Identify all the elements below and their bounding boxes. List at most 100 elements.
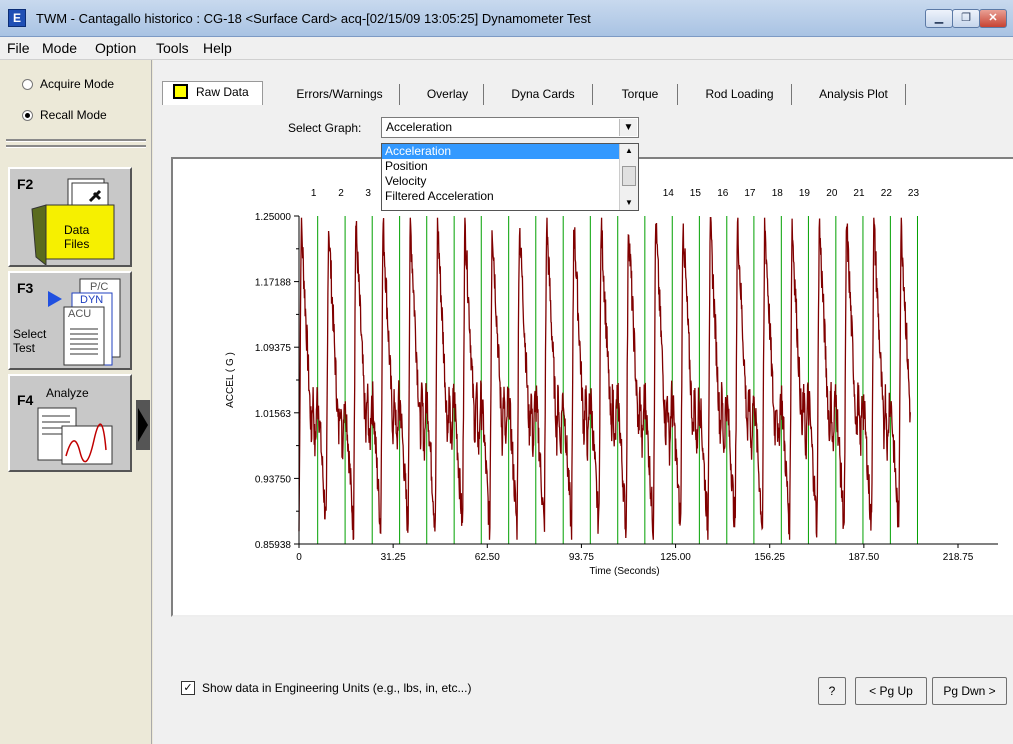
tab-errors-warnings-label: Errors/Warnings (296, 87, 383, 101)
y-tick-label: 0.85938 (255, 540, 292, 551)
select-graph-options[interactable]: Acceleration Position Velocity Filtered … (381, 143, 639, 211)
analyze-icon (37, 407, 113, 465)
title-bar: E TWM - Cantagallo historico : CG-18 <Su… (0, 0, 1013, 37)
stroke-number-label: 1 (311, 188, 317, 199)
checkbox-checked-icon[interactable]: ✓ (181, 681, 195, 695)
tab-torque[interactable]: Torque (603, 84, 678, 105)
stroke-number-label: 23 (908, 188, 920, 199)
stroke-number-label: 20 (826, 188, 838, 199)
engineering-units-label: Show data in Engineering Units (e.g., lb… (202, 681, 472, 695)
y-tick-label: 1.09375 (255, 343, 292, 354)
x-tick-label: 0 (296, 552, 302, 563)
radio-icon (22, 78, 33, 90)
divider (6, 145, 146, 148)
acquire-mode-label: Acquire Mode (40, 77, 115, 91)
menu-option[interactable]: Option (95, 40, 137, 56)
y-tick-label: 1.25000 (255, 212, 292, 223)
select-graph-value: Acceleration (386, 120, 453, 134)
divider (6, 139, 146, 142)
menu-help[interactable]: Help (203, 40, 232, 56)
acceleration-series-line (298, 217, 911, 541)
select-test-label-line2: Test (13, 341, 36, 355)
y-tick-label: 1.01563 (255, 409, 292, 420)
stroke-number-label: 17 (744, 188, 756, 199)
y-tick-label: 1.17188 (255, 278, 292, 289)
window-title: TWM - Cantagallo historico : CG-18 <Surf… (36, 11, 591, 26)
select-graph-label: Select Graph: (288, 121, 362, 135)
stroke-number-label: 21 (853, 188, 865, 199)
data-files-icon (31, 178, 115, 265)
tab-raw-data[interactable]: Raw Data (162, 81, 263, 105)
scroll-up-icon[interactable]: ▲ (625, 146, 633, 155)
option-acceleration[interactable]: Acceleration (382, 144, 619, 159)
app-icon: E (8, 9, 26, 27)
x-tick-label: 62.50 (475, 552, 500, 563)
page-up-button[interactable]: < Pg Up (855, 677, 927, 705)
tab-errors-warnings[interactable]: Errors/Warnings (280, 84, 400, 105)
tab-analysis-plot[interactable]: Analysis Plot (802, 84, 906, 105)
recall-mode-label: Recall Mode (40, 108, 107, 122)
tab-raw-data-label: Raw Data (196, 85, 249, 99)
menu-mode[interactable]: Mode (42, 40, 78, 56)
analyze-button[interactable]: F4 Analyze (8, 374, 132, 472)
x-axis-label: Time (Seconds) (589, 566, 659, 577)
data-files-label-line2: Files (64, 237, 90, 251)
menu-file[interactable]: File (7, 40, 30, 56)
option-filtered-acceleration[interactable]: Filtered Acceleration (385, 189, 494, 203)
tab-overlay-label: Overlay (426, 87, 469, 101)
stroke-number-label: 14 (663, 188, 675, 199)
acu-doc-label: ACU (68, 308, 92, 320)
y-axis-label: ACCEL ( G ) (225, 352, 236, 408)
scroll-thumb[interactable] (622, 166, 636, 186)
stroke-number-label: 2 (338, 188, 344, 199)
page-down-button[interactable]: Pg Dwn > (932, 677, 1007, 705)
tab-dyna-cards[interactable]: Dyna Cards (494, 84, 593, 105)
select-test-label-line1: Select (13, 327, 47, 341)
tab-dyna-cards-label: Dyna Cards (511, 87, 575, 101)
menu-tools[interactable]: Tools (156, 40, 189, 56)
option-position[interactable]: Position (385, 159, 428, 173)
stroke-number-label: 3 (365, 188, 371, 199)
x-tick-label: 93.75 (569, 552, 594, 563)
panel-expand-arrow-icon[interactable] (136, 400, 150, 450)
option-velocity[interactable]: Velocity (385, 174, 427, 188)
x-tick-label: 187.50 (849, 552, 880, 563)
plot-area: 0.85938 0.93750 1.01563 1.09375 1.17188 1.250… (171, 157, 1013, 617)
left-panel: Acquire Mode Recall Mode F2 Data Files F… (0, 60, 152, 744)
help-button[interactable]: ? (818, 677, 846, 705)
select-test-button[interactable]: F3 P/C DYN ACU Select Test (8, 271, 132, 370)
acquire-mode-radio[interactable]: Acquire Mode (22, 77, 114, 91)
engineering-units-checkbox-row[interactable]: ✓ Show data in Engineering Units (e.g., … (181, 681, 471, 695)
select-test-icon (48, 278, 121, 366)
close-button[interactable]: ✕ (979, 9, 1007, 28)
x-tick-label: 125.00 (660, 552, 691, 563)
x-tick-label: 156.25 (754, 552, 785, 563)
analyze-label: Analyze (46, 386, 89, 400)
pc-doc-label: P/C (90, 281, 109, 293)
y-tick-label: 0.93750 (255, 474, 292, 485)
tab-rod-loading[interactable]: Rod Loading (688, 84, 792, 105)
minimize-button[interactable]: ▁ (925, 9, 953, 28)
chevron-down-icon[interactable]: ▼ (619, 119, 637, 136)
menu-bar: File Mode Option Tools Help (0, 37, 1013, 60)
maximize-button[interactable]: ❐ (952, 9, 980, 28)
scroll-down-icon[interactable]: ▼ (625, 198, 633, 207)
data-files-button[interactable]: F2 Data Files (8, 167, 132, 267)
dropdown-scrollbar[interactable]: ▲ ▼ (619, 144, 638, 210)
tab-torque-label: Torque (621, 87, 659, 101)
f2-key-label: F2 (17, 176, 34, 192)
x-tick-label: 218.75 (943, 552, 974, 563)
stroke-number-label: 19 (799, 188, 811, 199)
stroke-number-label: 18 (772, 188, 784, 199)
tab-rod-loading-label: Rod Loading (705, 87, 774, 101)
select-graph-dropdown[interactable]: Acceleration ▼ (381, 117, 639, 138)
acceleration-chart: 0.85938 0.93750 1.01563 1.09375 1.17188 1.250… (225, 188, 998, 577)
tab-overlay[interactable]: Overlay (412, 84, 484, 105)
x-tick-label: 31.25 (381, 552, 406, 563)
tab-indicator-icon (173, 84, 188, 99)
radio-selected-icon (22, 109, 33, 121)
stroke-number-label: 15 (690, 188, 702, 199)
recall-mode-radio[interactable]: Recall Mode (22, 108, 107, 122)
stroke-number-label: 16 (717, 188, 729, 199)
tab-analysis-plot-label: Analysis Plot (819, 87, 888, 101)
